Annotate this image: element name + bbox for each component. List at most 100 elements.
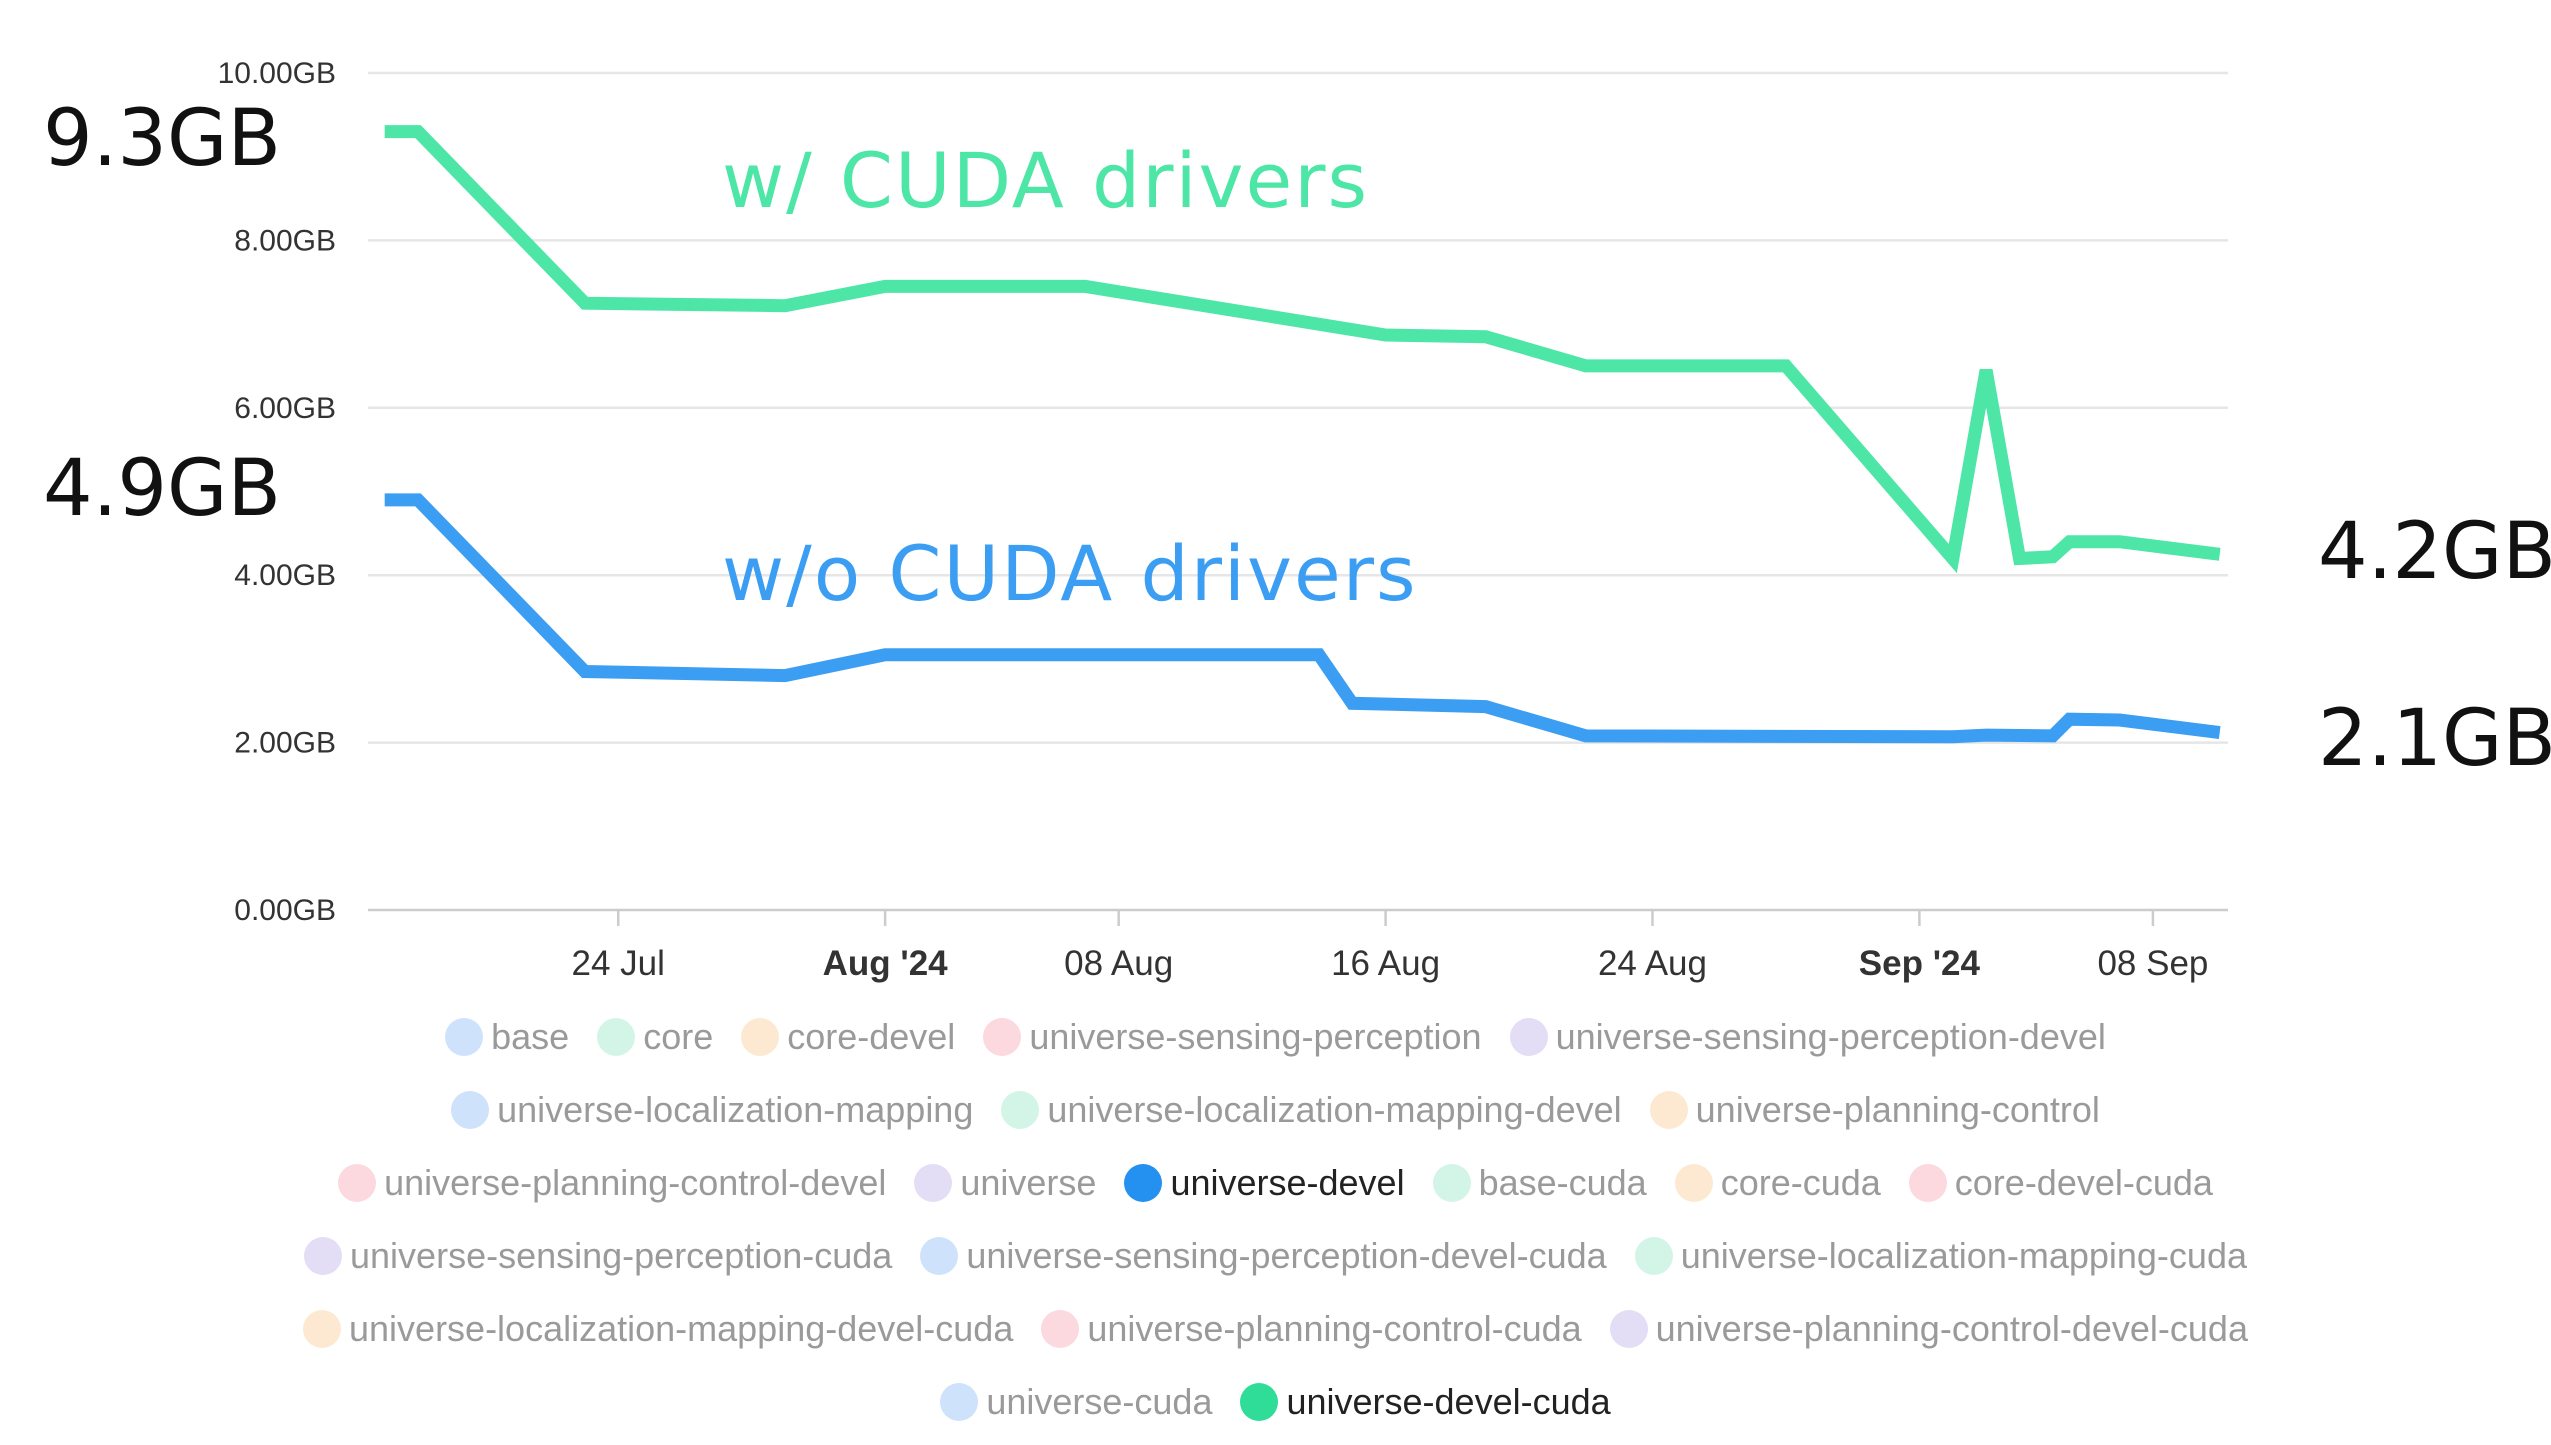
- legend-item-label: universe-localization-mapping: [497, 1088, 974, 1130]
- x-tick-label: Sep '24: [1859, 944, 1981, 983]
- x-tick-label: 24 Jul: [572, 944, 665, 983]
- legend-swatch-icon: [940, 1382, 979, 1421]
- legend-row: universe-localization-mapping-devel-cuda…: [0, 1292, 2551, 1365]
- legend-item-universe-cuda[interactable]: universe-cuda: [940, 1381, 1212, 1423]
- legend-item-universe-localization-mapping-devel-cuda[interactable]: universe-localization-mapping-devel-cuda: [303, 1308, 1013, 1350]
- legend-row: universe-planning-control-devel universe u…: [0, 1146, 2551, 1219]
- legend-swatch-icon: [914, 1163, 953, 1202]
- legend-item-universe[interactable]: universe: [914, 1162, 1096, 1204]
- legend-item-universe-localization-mapping-cuda[interactable]: universe-localization-mapping-cuda: [1634, 1234, 2247, 1277]
- y-tick-label: 10.00GB: [218, 57, 336, 90]
- y-tick-label: 2.00GB: [234, 727, 336, 760]
- legend: base core core-devel universe-sensing-perce…: [0, 1000, 2551, 1438]
- y-tick-label: 6.00GB: [234, 392, 336, 425]
- legend-swatch-icon: [983, 1017, 1022, 1056]
- annotation-label-nocuda: w/o CUDA drivers: [722, 529, 1418, 618]
- legend-item-label: core: [643, 1015, 714, 1057]
- legend-item-label: universe-planning-control: [1695, 1088, 2100, 1130]
- legend-swatch-icon: [304, 1236, 343, 1275]
- legend-item-core-devel[interactable]: core-devel: [741, 1016, 955, 1058]
- legend-item-universe-planning-control-devel-cuda[interactable]: universe-planning-control-devel-cuda: [1609, 1307, 2248, 1350]
- legend-swatch-icon: [451, 1090, 490, 1129]
- y-tick-label: 4.00GB: [234, 559, 336, 592]
- legend-item-universe-sensing-perception[interactable]: universe-sensing-perception: [983, 1015, 1482, 1058]
- series-lines: [384, 125, 2221, 744]
- legend-item-label: core-devel-cuda: [1954, 1161, 2213, 1203]
- x-tick-label: 24 Aug: [1598, 944, 1707, 983]
- x-axis: 24 Jul Aug '24 08 Aug 16 Aug 24 Aug Sep '24 08…: [572, 910, 2208, 983]
- legend-item-label: universe-sensing-perception-cuda: [350, 1234, 893, 1276]
- annotation-start-nocuda: 4.9GB: [43, 444, 281, 534]
- gridlines: [368, 71, 2228, 912]
- line-chart: 0.00GB 2.00GB 4.00GB 6.00GB 8.00GB 10.00GB 24…: [43, 57, 2551, 983]
- y-axis: 0.00GB 2.00GB 4.00GB 6.00GB 8.00GB 10.00GB: [218, 57, 336, 927]
- legend-item-universe-devel-cuda[interactable]: universe-devel-cuda: [1240, 1380, 1611, 1423]
- legend-row: universe-cuda universe-devel-cuda: [0, 1365, 2551, 1438]
- legend-item-label: universe-devel: [1170, 1161, 1405, 1203]
- legend-item-base-cuda[interactable]: base-cuda: [1432, 1161, 1647, 1204]
- y-tick-label: 8.00GB: [234, 224, 336, 257]
- annotation-start-cuda: 9.3GB: [43, 94, 281, 184]
- legend-swatch-icon: [1432, 1163, 1471, 1202]
- legend-item-universe-planning-control-cuda[interactable]: universe-planning-control-cuda: [1041, 1307, 1582, 1350]
- legend-item-label: base-cuda: [1478, 1161, 1647, 1203]
- legend-item-label: universe-localization-mapping-devel-cuda: [349, 1307, 1014, 1349]
- legend-swatch-icon: [1240, 1382, 1279, 1421]
- series-line-universe-devel-cuda[interactable]: [384, 125, 2221, 574]
- x-tick-label: 16 Aug: [1331, 944, 1440, 983]
- y-tick-label: 0.00GB: [234, 894, 336, 927]
- legend-swatch-icon: [338, 1163, 377, 1202]
- legend-swatch-icon: [1509, 1017, 1548, 1056]
- legend-row: universe-localization-mapping universe-lo…: [0, 1073, 2551, 1146]
- legend-swatch-icon: [1041, 1309, 1080, 1348]
- legend-item-core-devel-cuda[interactable]: core-devel-cuda: [1908, 1161, 2213, 1204]
- legend-swatch-icon: [1609, 1309, 1648, 1348]
- legend-item-label: universe-sensing-perception-devel: [1555, 1015, 2106, 1057]
- x-tick-label: 08 Sep: [2097, 944, 2208, 983]
- legend-item-universe-sensing-perception-cuda[interactable]: universe-sensing-perception-cuda: [304, 1235, 892, 1277]
- legend-item-universe-planning-control[interactable]: universe-planning-control: [1649, 1088, 2100, 1131]
- legend-swatch-icon: [1908, 1163, 1947, 1202]
- legend-swatch-icon: [741, 1017, 780, 1056]
- annotation-label-cuda: w/ CUDA drivers: [722, 136, 1369, 225]
- legend-item-label: universe: [960, 1161, 1097, 1203]
- legend-swatch-icon: [1001, 1090, 1040, 1129]
- legend-item-label: universe-sensing-perception: [1029, 1015, 1482, 1057]
- legend-swatch-icon: [1674, 1163, 1713, 1202]
- legend-row: universe-sensing-perception-cuda universe…: [0, 1219, 2551, 1292]
- legend-swatch-icon: [1634, 1236, 1673, 1275]
- legend-row: base core core-devel universe-sensing-perce…: [0, 1000, 2551, 1073]
- legend-item-universe-sensing-perception-devel[interactable]: universe-sensing-perception-devel: [1509, 1015, 2106, 1058]
- legend-item-label: core-devel: [787, 1015, 956, 1057]
- annotations: 9.3GB 4.9GB 4.2GB 2.1GB w/ CUDA drivers w/o C…: [43, 94, 2551, 784]
- legend-item-label: universe-planning-control-cuda: [1087, 1307, 1582, 1349]
- legend-swatch-icon: [445, 1017, 484, 1056]
- legend-item-label: universe-sensing-perception-devel-cuda: [966, 1234, 1607, 1276]
- annotation-end-cuda: 4.2GB: [2318, 507, 2551, 597]
- legend-item-universe-planning-control-devel[interactable]: universe-planning-control-devel: [338, 1162, 886, 1204]
- legend-item-label: universe-planning-control-devel-cuda: [1655, 1307, 2248, 1349]
- legend-swatch-icon: [303, 1309, 341, 1348]
- legend-swatch-icon: [597, 1017, 636, 1056]
- legend-item-universe-localization-mapping-devel[interactable]: universe-localization-mapping-devel: [1001, 1088, 1622, 1131]
- legend-item-label: universe-localization-mapping-cuda: [1680, 1234, 2247, 1276]
- annotation-end-nocuda: 2.1GB: [2318, 694, 2551, 784]
- legend-item-universe-devel[interactable]: universe-devel: [1124, 1161, 1405, 1204]
- legend-item-core-cuda[interactable]: core-cuda: [1674, 1161, 1881, 1204]
- legend-swatch-icon: [1124, 1163, 1163, 1202]
- legend-item-label: universe-cuda: [986, 1380, 1213, 1422]
- legend-item-label: universe-localization-mapping-devel: [1047, 1088, 1622, 1130]
- legend-swatch-icon: [1649, 1090, 1688, 1129]
- legend-swatch-icon: [920, 1236, 959, 1275]
- legend-item-label: universe-planning-control-devel: [384, 1161, 887, 1203]
- x-tick-label: Aug '24: [823, 944, 949, 983]
- legend-item-label: core-cuda: [1720, 1161, 1881, 1203]
- legend-item-label: base: [491, 1015, 570, 1057]
- legend-item-label: universe-devel-cuda: [1286, 1380, 1611, 1422]
- legend-item-base[interactable]: base: [445, 1016, 569, 1058]
- series-line-universe-devel[interactable]: [384, 493, 2221, 744]
- legend-item-core[interactable]: core: [597, 1016, 713, 1058]
- legend-item-universe-sensing-perception-devel-cuda[interactable]: universe-sensing-perception-devel-cuda: [920, 1234, 1607, 1277]
- legend-item-universe-localization-mapping[interactable]: universe-localization-mapping: [451, 1089, 973, 1131]
- x-tick-label: 08 Aug: [1064, 944, 1173, 983]
